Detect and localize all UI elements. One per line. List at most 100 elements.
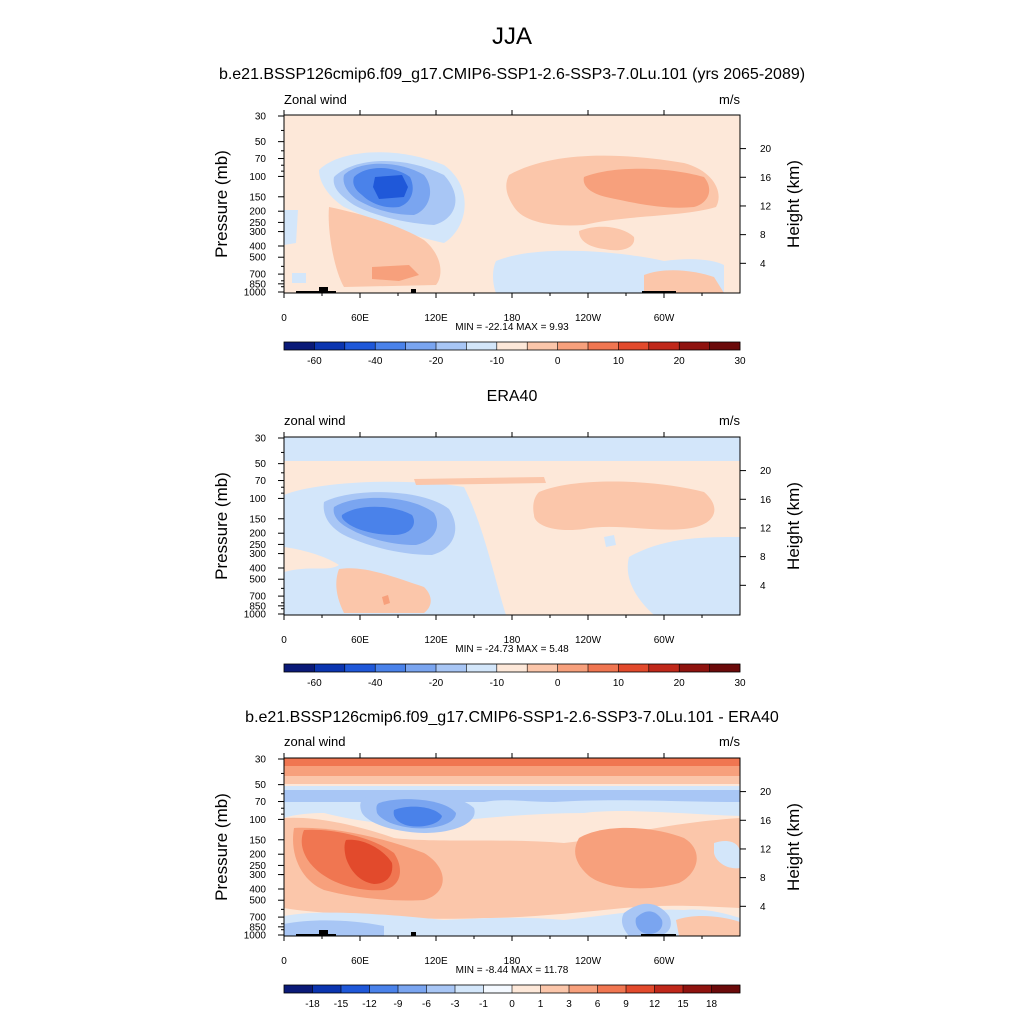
pressure-tick-label: 700 — [249, 270, 266, 281]
y-axis-right-label: Height (km) — [784, 803, 803, 891]
contour-region — [328, 207, 441, 287]
longitude-tick-label: 180 — [504, 635, 521, 646]
y-axis-label: Pressure (mb) — [212, 793, 231, 901]
colorbar-swatch — [466, 664, 498, 672]
pressure-tick-label: 50 — [255, 780, 267, 791]
colorbar-swatch — [398, 985, 427, 993]
colorbar-label: 1 — [538, 999, 544, 1010]
pressure-tick-label: 400 — [249, 242, 266, 253]
contour-region — [644, 270, 724, 293]
colorbar-swatch — [711, 985, 741, 993]
topography — [411, 289, 416, 293]
colorbar: -60 -40 -20 -10 0 10 20 30 — [283, 663, 746, 689]
colorbar-swatch — [369, 985, 399, 993]
longitude-tick-label: 120E — [424, 313, 448, 324]
longitude-tick-label: 0 — [281, 956, 287, 967]
colorbar-swatch — [597, 985, 627, 993]
y-axis-right-label: Height (km) — [784, 482, 803, 570]
colorbar-swatch — [648, 342, 680, 350]
height-tick-label: 4 — [760, 259, 766, 270]
height-tick-label: 16 — [760, 495, 772, 506]
height-tick-label: 8 — [760, 230, 766, 241]
contour-region — [393, 806, 442, 827]
panel-title: b.e21.BSSP126cmip6.f09_g17.CMIP6-SSP1-2.… — [245, 709, 779, 726]
colorbar-swatch — [626, 985, 655, 993]
colorbar-swatch — [455, 985, 484, 993]
colorbar-swatch — [341, 985, 370, 993]
colorbar-swatch — [375, 664, 406, 672]
height-tick-label: 4 — [760, 902, 766, 913]
colorbar-swatch — [618, 664, 650, 672]
colorbar-swatch — [557, 664, 589, 672]
pressure-tick-label: 300 — [249, 870, 266, 881]
colorbar-swatch — [284, 342, 315, 350]
colorbar-label: 30 — [734, 678, 746, 689]
colorbar-label: 20 — [674, 678, 686, 689]
colorbar-swatch — [344, 664, 376, 672]
pressure-tick-label: 100 — [249, 815, 266, 826]
contour-region — [414, 477, 546, 485]
colorbar-label: -3 — [451, 999, 460, 1010]
panel-title: b.e21.BSSP126cmip6.f09_g17.CMIP6-SSP1-2.… — [219, 66, 805, 83]
height-tick-label: 12 — [760, 844, 772, 855]
pressure-tick-label: 70 — [255, 154, 267, 165]
longitude-tick-label: 0 — [281, 635, 287, 646]
pressure-tick-label: 50 — [255, 137, 267, 148]
contour-region — [284, 790, 740, 802]
variable-label: Zonal wind — [284, 92, 347, 107]
colorbar-swatch — [679, 664, 710, 672]
height-tick-label: 16 — [760, 173, 772, 184]
colorbar-label: 0 — [555, 356, 561, 367]
colorbar-swatch — [405, 342, 437, 350]
colorbar-swatch — [496, 664, 528, 672]
pressure-tick-label: 30 — [255, 434, 267, 445]
panel-1: b.e21.BSSP126cmip6.f09_g17.CMIP6-SSP1-2.… — [212, 66, 805, 367]
pressure-tick-label: 850 — [249, 601, 266, 612]
colorbar-swatch — [466, 342, 498, 350]
pressure-tick-label: 850 — [249, 279, 266, 290]
contour-region — [284, 920, 384, 936]
pressure-tick-label: 100 — [249, 494, 266, 505]
colorbar-swatch — [540, 985, 570, 993]
colorbar-label: 30 — [734, 356, 746, 367]
colorbar-swatch — [314, 342, 346, 350]
colorbar-swatch — [557, 342, 589, 350]
contour-region — [635, 911, 663, 934]
pressure-tick-label: 200 — [249, 850, 266, 861]
longitude-tick-label: 120E — [424, 635, 448, 646]
contour-region — [284, 776, 740, 784]
colorbar-swatch — [426, 985, 456, 993]
contour-field — [284, 115, 740, 293]
colorbar-swatch — [436, 664, 467, 672]
colorbar-label: -60 — [307, 678, 322, 689]
pressure-tick-label: 250 — [249, 861, 266, 872]
y-axis-label: Pressure (mb) — [212, 150, 231, 258]
colorbar-swatch — [683, 985, 712, 993]
pressure-tick-label: 1000 — [244, 288, 267, 299]
colorbar-label: 20 — [674, 356, 686, 367]
colorbar-label: 9 — [623, 999, 629, 1010]
pressure-tick-label: 700 — [249, 913, 266, 924]
pressure-tick-label: 300 — [249, 227, 266, 238]
height-tick-label: 8 — [760, 552, 766, 563]
height-tick-label: 16 — [760, 816, 772, 827]
pressure-tick-label: 200 — [249, 207, 266, 218]
contour-region — [583, 168, 710, 208]
topography — [296, 287, 336, 293]
colorbar-swatch — [483, 985, 513, 993]
panel-3: b.e21.BSSP126cmip6.f09_g17.CMIP6-SSP1-2.… — [212, 709, 803, 1010]
colorbar-swatch — [512, 985, 541, 993]
colorbar-label: 15 — [677, 999, 689, 1010]
pressure-tick-label: 150 — [249, 192, 266, 203]
pressure-tick-label: 100 — [249, 172, 266, 183]
colorbar-label: -40 — [368, 678, 383, 689]
colorbar-label: -1 — [479, 999, 488, 1010]
colorbar-swatch — [314, 664, 346, 672]
contour-region — [344, 839, 393, 884]
pressure-tick-label: 250 — [249, 540, 266, 551]
contour-region — [284, 437, 740, 461]
pressure-tick-label: 50 — [255, 459, 267, 470]
pressure-tick-label: 500 — [249, 896, 266, 907]
height-tick-label: 20 — [760, 466, 772, 477]
